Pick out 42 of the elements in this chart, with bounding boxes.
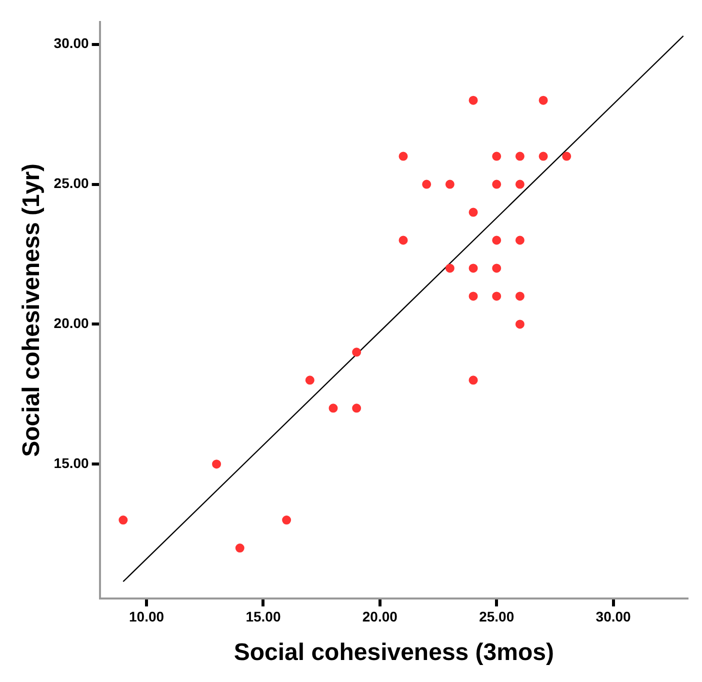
x-tick-label: 25.00: [479, 608, 514, 625]
point: [305, 376, 314, 385]
point: [515, 320, 524, 329]
point: [515, 152, 524, 161]
point: [468, 292, 478, 301]
point: [492, 236, 502, 245]
point: [235, 544, 244, 553]
x-tick-label: 20.00: [362, 608, 398, 625]
point: [445, 264, 454, 273]
x-tick-label: 10.00: [128, 608, 164, 625]
point: [468, 208, 478, 217]
point: [398, 152, 408, 161]
point: [212, 460, 222, 469]
x-axis-title: Social cohesiveness (3mos): [234, 639, 554, 666]
point: [515, 236, 524, 245]
y-tick-label: 30.00: [54, 35, 90, 52]
point: [422, 180, 432, 189]
point: [492, 264, 502, 273]
point: [468, 376, 478, 385]
point: [352, 404, 362, 413]
y-axis-title: Social cohesiveness (1yr): [18, 163, 46, 457]
point: [515, 180, 524, 189]
x-tick-label: 15.00: [246, 608, 281, 625]
point: [562, 152, 572, 161]
x-tick-label: 30.00: [596, 608, 632, 625]
point: [398, 236, 408, 245]
point: [118, 516, 128, 525]
point: [538, 96, 548, 105]
point: [328, 404, 338, 413]
point: [468, 96, 478, 105]
point: [282, 516, 292, 525]
point: [515, 292, 524, 301]
y-tick-label: 25.00: [54, 175, 90, 192]
point: [492, 152, 502, 161]
y-tick-label: 15.00: [54, 454, 90, 471]
point: [538, 152, 548, 161]
y-tick-label: 20.00: [54, 315, 90, 332]
point: [352, 348, 362, 357]
point: [468, 264, 478, 273]
point: [445, 180, 454, 189]
point: [492, 180, 502, 189]
point: [492, 292, 502, 301]
